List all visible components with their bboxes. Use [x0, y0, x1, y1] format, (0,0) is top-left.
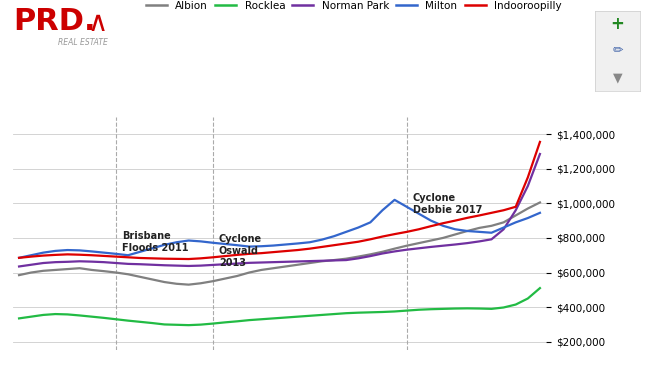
Text: •: •: [75, 16, 83, 30]
Text: Cyclone
Oswald
2013: Cyclone Oswald 2013: [219, 234, 262, 268]
Text: Cyclone
Debbie 2017: Cyclone Debbie 2017: [413, 193, 482, 215]
Text: ∧: ∧: [88, 9, 108, 37]
Text: Brisbane
Floods 2011: Brisbane Floods 2011: [122, 231, 188, 253]
Text: +: +: [610, 15, 625, 33]
Text: REAL ESTATE: REAL ESTATE: [58, 38, 109, 47]
Text: PRD.: PRD.: [13, 7, 96, 36]
Text: ▼: ▼: [613, 72, 622, 84]
Legend: Albion, Rocklea, Norman Park, Milton, Indooroopilly: Albion, Rocklea, Norman Park, Milton, In…: [146, 0, 562, 11]
Text: ✏: ✏: [612, 45, 623, 58]
